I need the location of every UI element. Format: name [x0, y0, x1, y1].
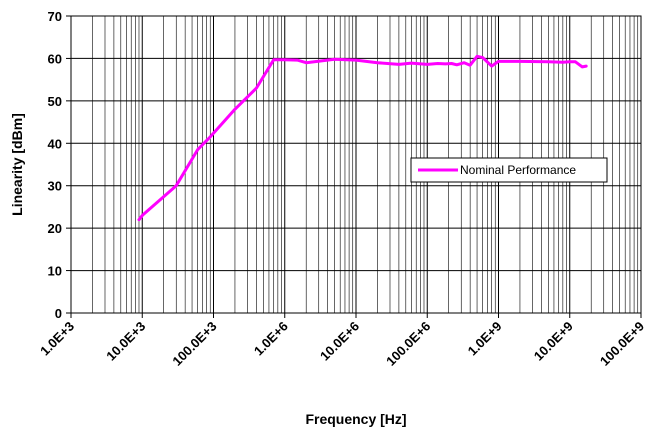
x-tick-label: 100.0E+6	[383, 319, 433, 369]
y-axis: 0 10 20 30 40 50 60 70	[48, 9, 71, 321]
x-tick-label: 1.0E+3	[37, 319, 77, 359]
x-tick-label: 10.0E+9	[531, 319, 576, 364]
series-line	[137, 54, 588, 222]
y-tick-label: 20	[48, 221, 62, 236]
y-tick-label: 50	[48, 94, 62, 109]
x-tick-label: 1.0E+9	[465, 319, 505, 359]
x-tick-label: 1.0E+6	[251, 319, 291, 359]
y-tick-label: 30	[48, 179, 62, 194]
grid	[70, 15, 641, 314]
x-axis: 1.0E+3 10.0E+3 100.0E+3 1.0E+6 10.0E+6 100.0E…	[37, 313, 647, 369]
series-group	[137, 54, 588, 222]
legend: Nominal Performance	[410, 157, 608, 183]
y-tick-label: 40	[48, 136, 62, 151]
y-tick-label: 10	[48, 264, 62, 279]
x-tick-label: 100.0E+3	[169, 319, 219, 369]
legend-label: Nominal Performance	[460, 163, 576, 177]
y-tick-label: 60	[48, 51, 62, 66]
x-tick-label: 10.0E+3	[103, 319, 148, 364]
y-tick-label: 0	[55, 306, 62, 321]
x-axis-title: Frequency [Hz]	[305, 411, 406, 427]
x-tick-label: 100.0E+9	[597, 319, 647, 369]
x-tick-label: 10.0E+6	[317, 319, 362, 364]
y-axis-title: Linearity [dBm]	[9, 113, 25, 216]
y-tick-label: 70	[48, 9, 62, 24]
